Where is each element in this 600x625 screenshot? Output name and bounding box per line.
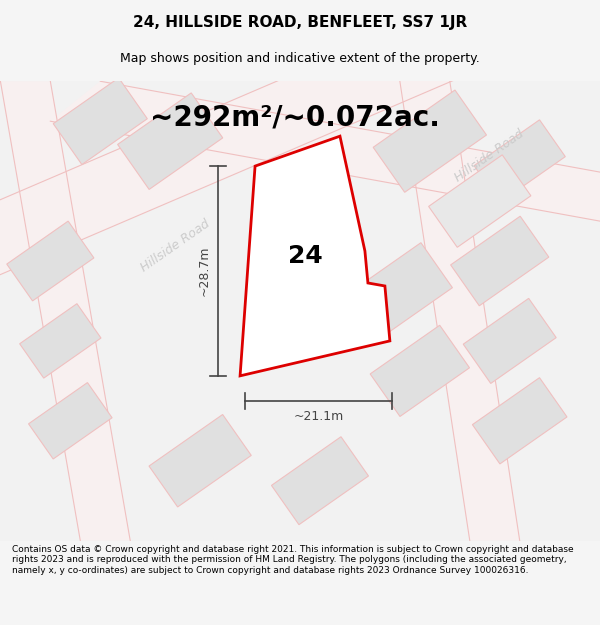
Polygon shape [53,78,148,164]
Text: ~28.7m: ~28.7m [197,246,211,296]
Polygon shape [0,0,600,296]
Polygon shape [347,242,452,339]
Polygon shape [7,221,94,301]
Polygon shape [451,216,549,306]
Polygon shape [373,90,487,192]
Polygon shape [118,93,223,189]
Text: 24, HILLSIDE ROAD, BENFLEET, SS7 1JR: 24, HILLSIDE ROAD, BENFLEET, SS7 1JR [133,15,467,30]
Polygon shape [370,325,469,416]
Text: ~292m²/~0.072ac.: ~292m²/~0.072ac. [150,103,440,131]
Polygon shape [29,382,112,459]
Polygon shape [428,155,531,248]
Polygon shape [1,81,130,541]
Text: 24: 24 [287,244,322,268]
Polygon shape [149,414,251,507]
Polygon shape [474,120,565,202]
Polygon shape [20,304,101,378]
Polygon shape [400,81,520,541]
Polygon shape [252,163,352,306]
Text: Hillside Road: Hillside Road [138,217,212,274]
Polygon shape [472,378,567,464]
Polygon shape [463,298,556,384]
Text: ~21.1m: ~21.1m [293,410,344,423]
Polygon shape [271,437,368,524]
Text: Map shows position and indicative extent of the property.: Map shows position and indicative extent… [120,52,480,65]
Polygon shape [50,81,600,221]
Text: Hillside Road: Hillside Road [453,127,527,185]
Text: Contains OS data © Crown copyright and database right 2021. This information is : Contains OS data © Crown copyright and d… [12,545,574,574]
Polygon shape [240,136,390,376]
